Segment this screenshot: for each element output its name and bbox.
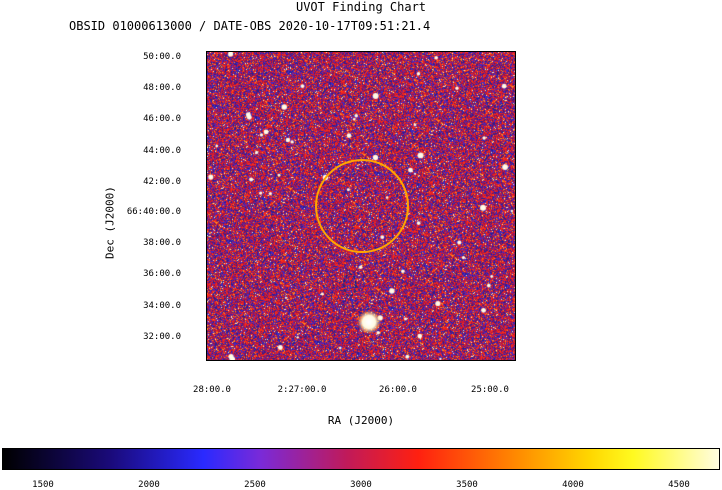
colorbar-tick-label: 2000 [138,480,160,490]
colorbar-tick-label: 3000 [350,480,372,490]
colorbar-tick-label: 4000 [562,480,584,490]
source-region-circle [315,159,409,253]
x-tick-label: 26:00.0 [379,385,417,395]
x-axis-label: RA (J2000) [327,414,395,427]
colorbar-tick-label: 3500 [456,480,478,490]
chart-title: UVOT Finding Chart [295,0,427,14]
background-region-ellipse [343,273,357,297]
y-tick-label: 66:40:00.0 [126,207,181,217]
y-tick-label: 48:00.0 [143,83,181,93]
chart-subtitle: OBSID 01000613000 / DATE-OBS 2020-10-17T… [69,19,431,33]
x-tick-label: 28:00.0 [193,385,231,395]
y-tick-label: 32:00.0 [143,332,181,342]
x-tick-label: 25:00.0 [471,385,509,395]
y-tick-label: 38:00.0 [143,238,181,248]
colorbar-tick-label: 2500 [244,480,266,490]
colorbar-tick-label: 4500 [668,480,690,490]
sky-image [206,51,516,361]
y-axis-label: Dec (J2000) [103,186,117,259]
y-tick-label: 44:00.0 [143,146,181,156]
colorbar-tick-label: 1500 [32,480,54,490]
y-tick-label: 34:00.0 [143,301,181,311]
colorbar [2,448,720,470]
x-tick-label: 2:27:00.0 [277,385,327,395]
sky-image-canvas [207,52,515,360]
y-tick-label: 50:00.0 [143,52,181,62]
y-tick-label: 46:00.0 [143,114,181,124]
y-tick-label: 36:00.0 [143,269,181,279]
y-tick-label: 42:00.0 [143,177,181,187]
region-overlay [315,159,409,297]
